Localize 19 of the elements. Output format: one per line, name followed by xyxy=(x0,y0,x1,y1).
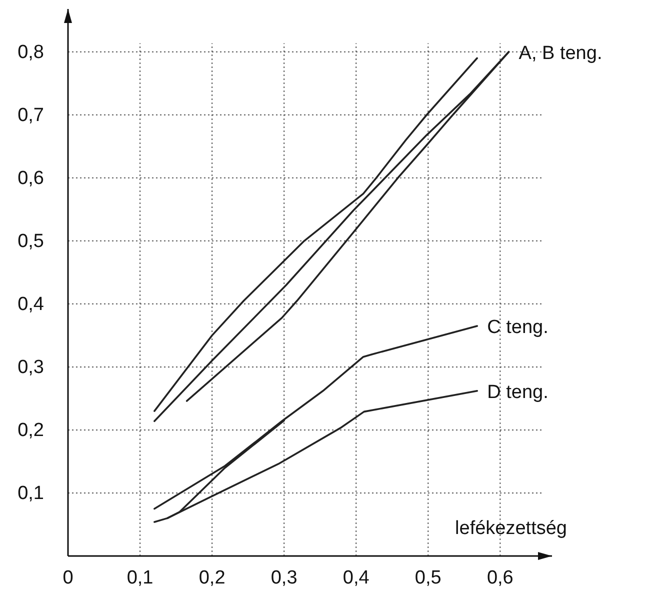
x-tick-label: 0,2 xyxy=(198,567,226,588)
x-tick-label: 0,4 xyxy=(342,567,370,588)
x-tick-label: 0,5 xyxy=(414,567,442,588)
y-tick-label: 0,4 xyxy=(18,294,44,316)
y-tick-label: 0,3 xyxy=(18,357,44,378)
x-tick-label: 0,3 xyxy=(270,567,298,588)
x-tick-label: 0 xyxy=(62,567,74,588)
y-tick-label: 0,8 xyxy=(18,42,44,63)
y-tick-label: 0,1 xyxy=(18,483,44,504)
y-tick-label: 0,2 xyxy=(18,420,44,442)
y-tick-label: 0,5 xyxy=(18,230,44,252)
x-tick-label: 0,6 xyxy=(486,567,514,588)
x-tick-label: 0,1 xyxy=(126,567,154,588)
y-tick-label: 0,6 xyxy=(18,168,44,189)
y-tick-label: 0,7 xyxy=(18,104,44,126)
series-label: C teng. xyxy=(487,316,548,338)
x-axis-title: lefékezettség xyxy=(455,518,567,539)
series-label: A, B teng. xyxy=(518,42,602,64)
series-label: D teng. xyxy=(487,382,548,403)
